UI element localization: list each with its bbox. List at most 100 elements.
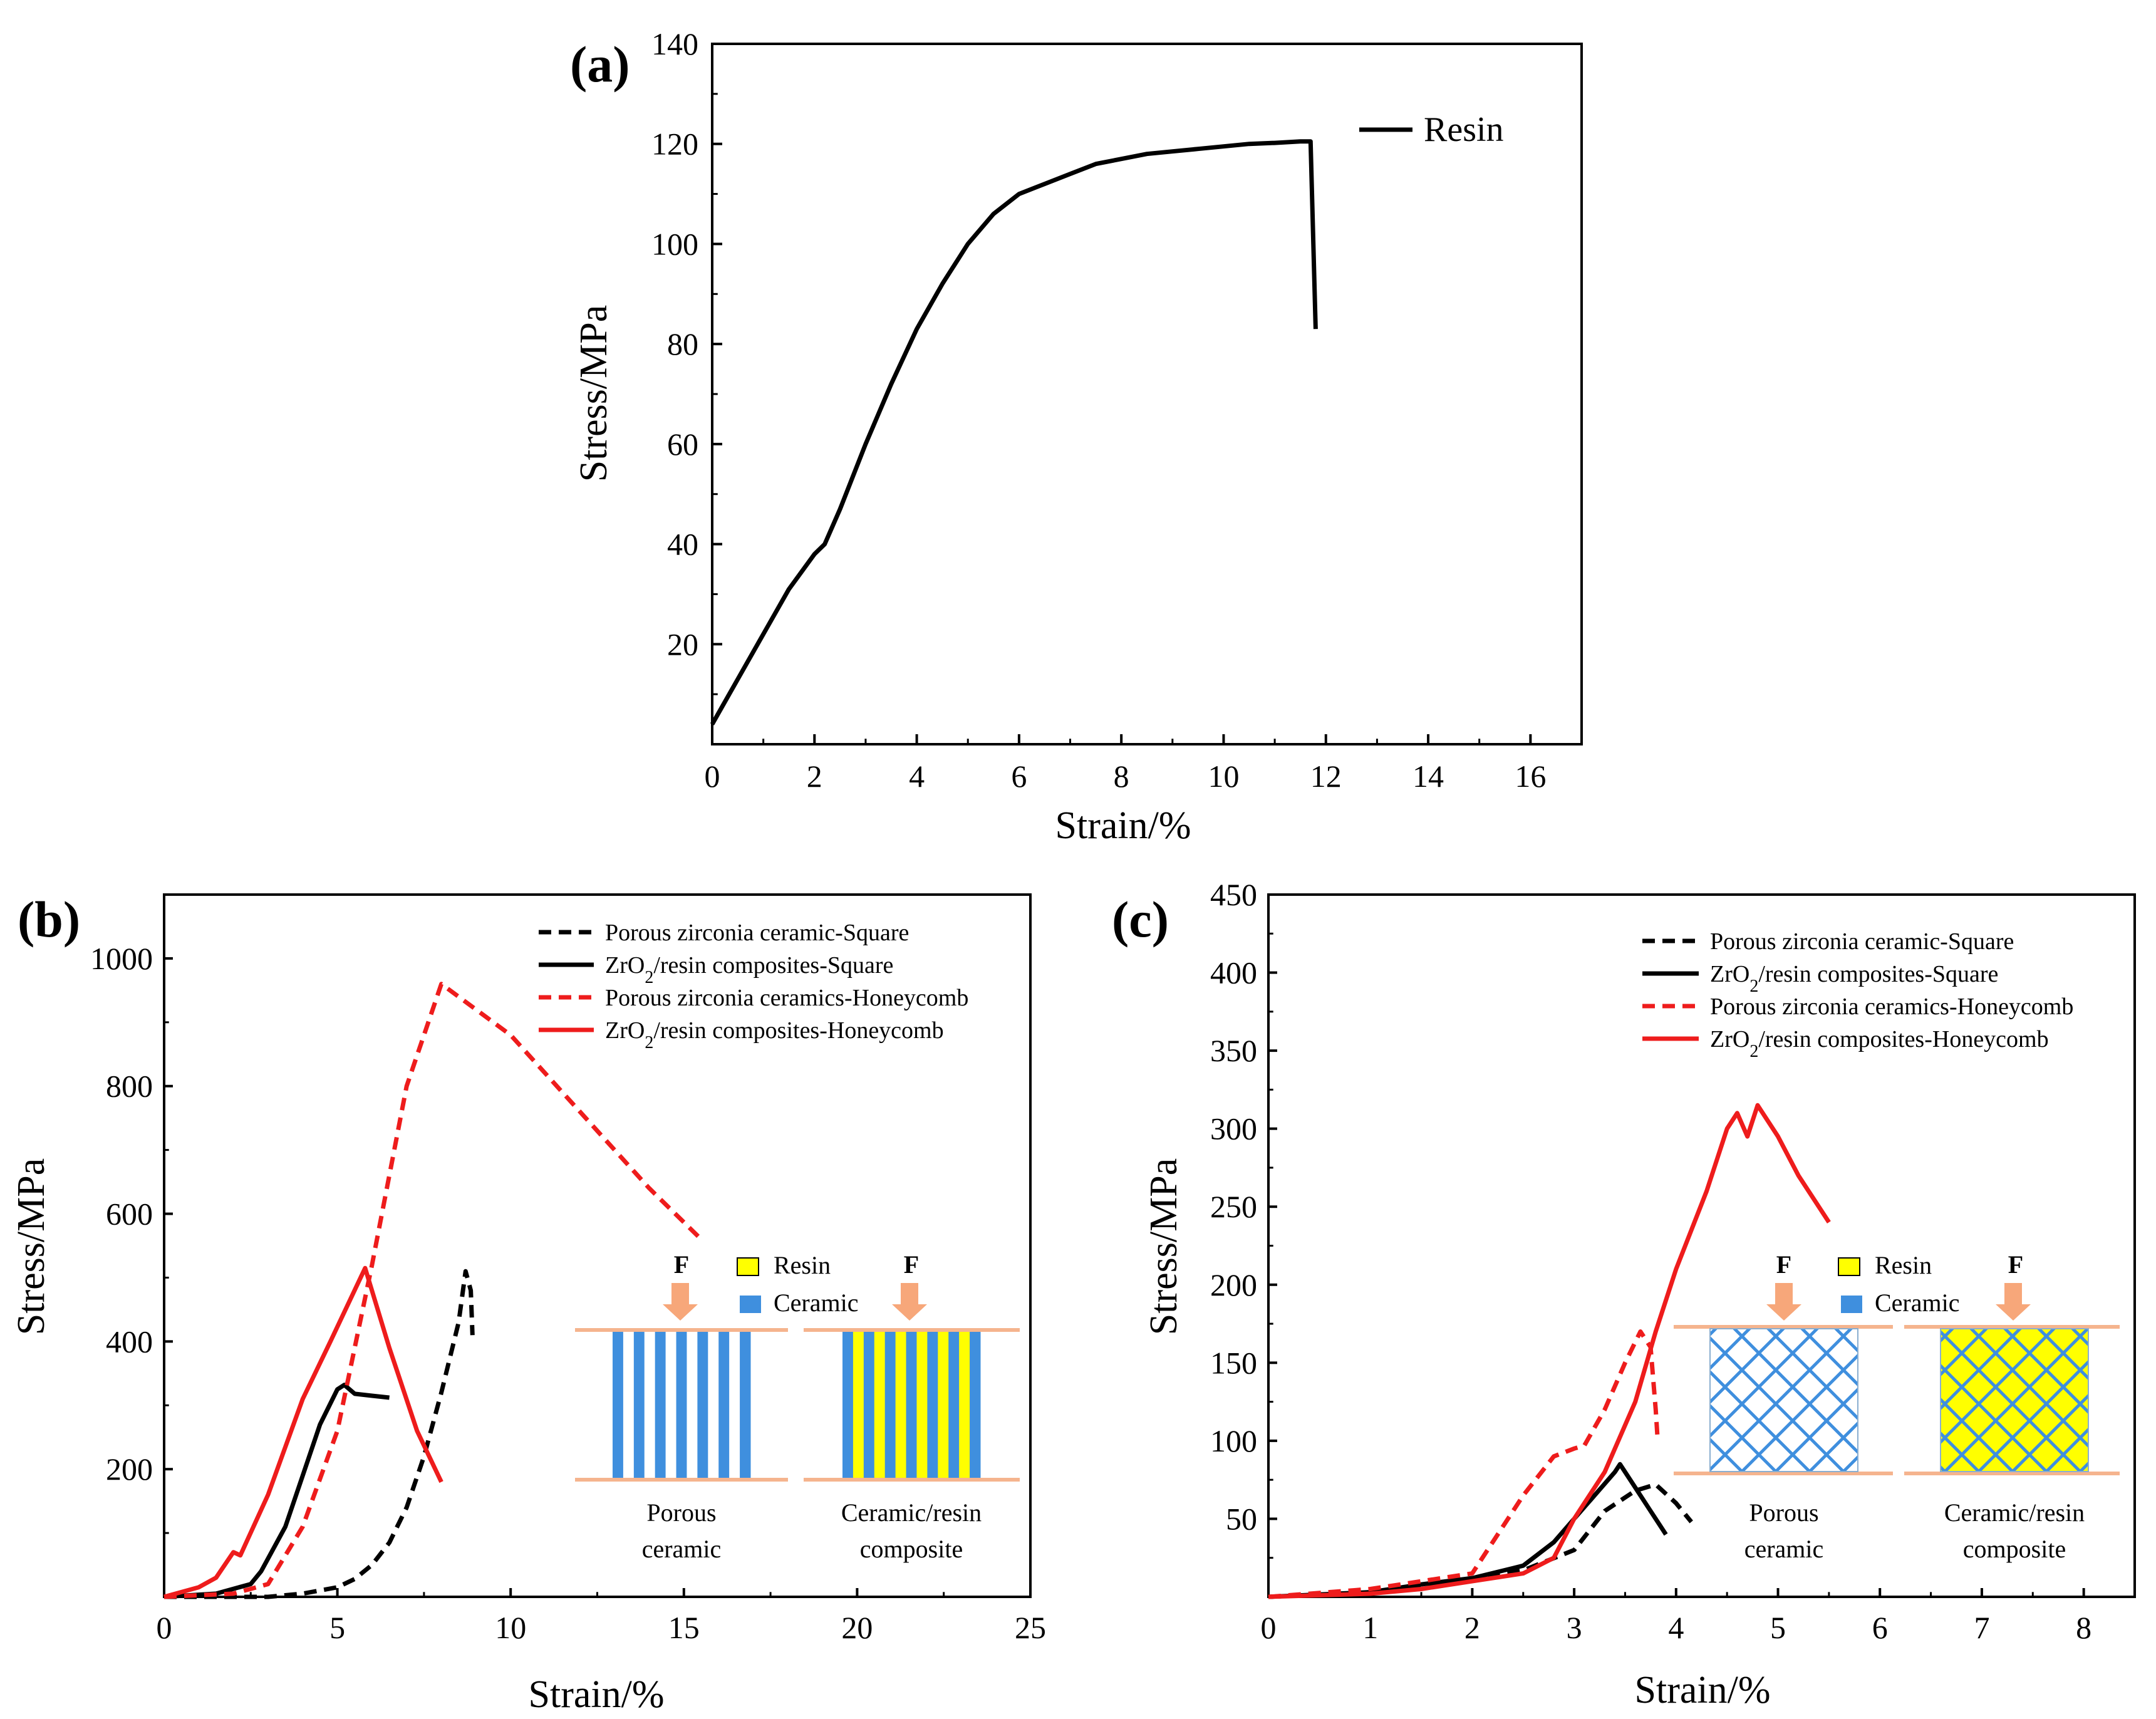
x-tick-label: 7 <box>1974 1610 1989 1645</box>
x-tick-label: 0 <box>157 1610 172 1645</box>
panel-label: (b) <box>18 891 80 948</box>
x-tick-label: 6 <box>1011 759 1027 794</box>
panel-label: (c) <box>1112 891 1169 948</box>
y-tick-label: 400 <box>106 1324 153 1359</box>
y-tick-label: 300 <box>1210 1111 1257 1146</box>
x-axis-label: Strain/% <box>529 1673 665 1716</box>
y-tick-label: 200 <box>1210 1267 1257 1302</box>
x-tick-label: 20 <box>841 1610 873 1645</box>
x-axis-label: Strain/% <box>1635 1669 1771 1711</box>
ceramic-strut <box>718 1332 730 1478</box>
force-label: F <box>904 1250 919 1279</box>
schematic-caption: Ceramic/resin <box>1944 1498 2085 1527</box>
pore-gap <box>644 1332 656 1478</box>
panel-b: 0 5 10 15 20 25 200 400 600 800 1000 Strain/% Stress… <box>10 891 1046 1716</box>
series-line-1 <box>1268 1482 1693 1599</box>
ceramic-strut <box>842 1332 854 1478</box>
x-tick-label: 2 <box>1464 1610 1480 1645</box>
series-line-1 <box>710 139 1318 725</box>
y-tick-label: 40 <box>667 527 698 562</box>
y-tick-label: 80 <box>667 326 698 361</box>
x-tick-label: 3 <box>1567 1610 1582 1645</box>
panel-c: 0 1 2 3 4 5 6 7 8 50 100 150 200 250 300 350 400 450 Strai… <box>1112 877 2136 1711</box>
series-line-3 <box>163 982 703 1599</box>
x-tick-label: 8 <box>1114 759 1129 794</box>
x-tick-label: 5 <box>329 1610 345 1645</box>
resin-swatch <box>1838 1257 1860 1276</box>
y-tick-label: 60 <box>667 427 698 462</box>
y-tick-label: 20 <box>667 626 698 662</box>
composite-lattice <box>1940 1328 2089 1472</box>
y-axis-label: Stress/MPa <box>10 1158 53 1335</box>
ceramic-strut <box>655 1332 666 1478</box>
series-line-3 <box>1268 1329 1660 1599</box>
legend: Resin <box>1359 110 1504 149</box>
y-tick-label: 1000 <box>90 941 153 976</box>
legend-label: Porous zirconia ceramics-Honeycomb <box>1710 994 2073 1020</box>
schematic-caption: ceramic <box>1744 1535 1824 1563</box>
x-axis-label: Strain/% <box>1055 804 1191 847</box>
resin-label: Resin <box>1875 1251 1932 1279</box>
series-line-1 <box>164 1269 475 1599</box>
pore-gap <box>623 1332 635 1478</box>
x-tick-label: 12 <box>1310 759 1342 794</box>
x-tick-label: 1 <box>1362 1610 1378 1645</box>
series-line-2 <box>163 1383 390 1599</box>
x-tick-label: 16 <box>1515 759 1546 794</box>
legend-label: Porous zirconia ceramic-Square <box>1710 928 2014 955</box>
series-line-4 <box>163 1265 443 1599</box>
resin-swatch <box>737 1257 759 1276</box>
schematic-caption: composite <box>1963 1535 2066 1563</box>
legend-label: Porous zirconia ceramics-Honeycomb <box>605 985 968 1011</box>
x-tick-label: 15 <box>668 1610 700 1645</box>
ceramic-label: Ceramic <box>1875 1289 1960 1317</box>
y-tick-label: 600 <box>106 1197 153 1232</box>
legend-label: ZrO2/resin composites-Square <box>605 952 893 987</box>
legend: Porous zirconia ceramic-Square ZrO2/resin… <box>1642 928 2073 1061</box>
force-arrow-icon <box>1996 1283 2031 1321</box>
schematic-b: F F Resin Ceramic Porous ceramic Ceramic/resin… <box>575 1250 1020 1563</box>
panel-label: (a) <box>570 36 630 93</box>
x-tick-label: 10 <box>495 1610 526 1645</box>
ceramic-swatch <box>740 1296 761 1313</box>
ceramic-strut <box>633 1332 645 1478</box>
schematic-c: F F Resin Ceramic Porous ceramic Ceramic/resin… <box>1674 1250 2120 1563</box>
x-tick-label: 6 <box>1872 1610 1888 1645</box>
resin-fill <box>853 1332 864 1478</box>
pore-gap <box>729 1332 740 1478</box>
y-tick-label: 50 <box>1226 1501 1257 1536</box>
ceramic-strut <box>863 1332 875 1478</box>
y-tick-label: 100 <box>1210 1423 1257 1458</box>
legend-label: Porous zirconia ceramic-Square <box>605 920 909 946</box>
force-label: F <box>1776 1250 1791 1279</box>
y-tick-label: 450 <box>1210 877 1257 912</box>
ceramic-label: Ceramic <box>774 1289 859 1317</box>
resin-label: Resin <box>774 1251 831 1279</box>
pore-gap <box>665 1332 677 1478</box>
ceramic-strut <box>613 1332 624 1478</box>
x-tick-label: 14 <box>1412 759 1444 794</box>
pore-gap <box>687 1332 698 1478</box>
y-tick-label: 150 <box>1210 1345 1257 1380</box>
ceramic-strut <box>884 1332 896 1478</box>
x-tick-label: 4 <box>1668 1610 1684 1645</box>
force-arrow-icon <box>892 1283 927 1321</box>
ceramic-strut <box>948 1332 960 1478</box>
force-arrow-icon <box>1766 1283 1801 1321</box>
x-tick-label: 2 <box>807 759 822 794</box>
x-tick-label: 5 <box>1770 1610 1786 1645</box>
force-label: F <box>674 1250 689 1279</box>
force-arrow-icon <box>663 1283 698 1321</box>
legend: Porous zirconia ceramic-Square ZrO2/resin… <box>539 920 968 1052</box>
ceramic-strut <box>927 1332 938 1478</box>
schematic-caption: composite <box>860 1535 963 1563</box>
x-tick-label: 0 <box>705 759 720 794</box>
legend-label: ZrO2/resin composites-Square <box>1710 961 1998 996</box>
resin-fill <box>874 1332 886 1478</box>
y-tick-label: 250 <box>1210 1189 1257 1224</box>
force-label: F <box>2008 1250 2023 1279</box>
y-axis-label: Stress/MPa <box>573 305 615 482</box>
x-tick-label: 4 <box>909 759 925 794</box>
schematic-caption: Ceramic/resin <box>841 1498 982 1527</box>
